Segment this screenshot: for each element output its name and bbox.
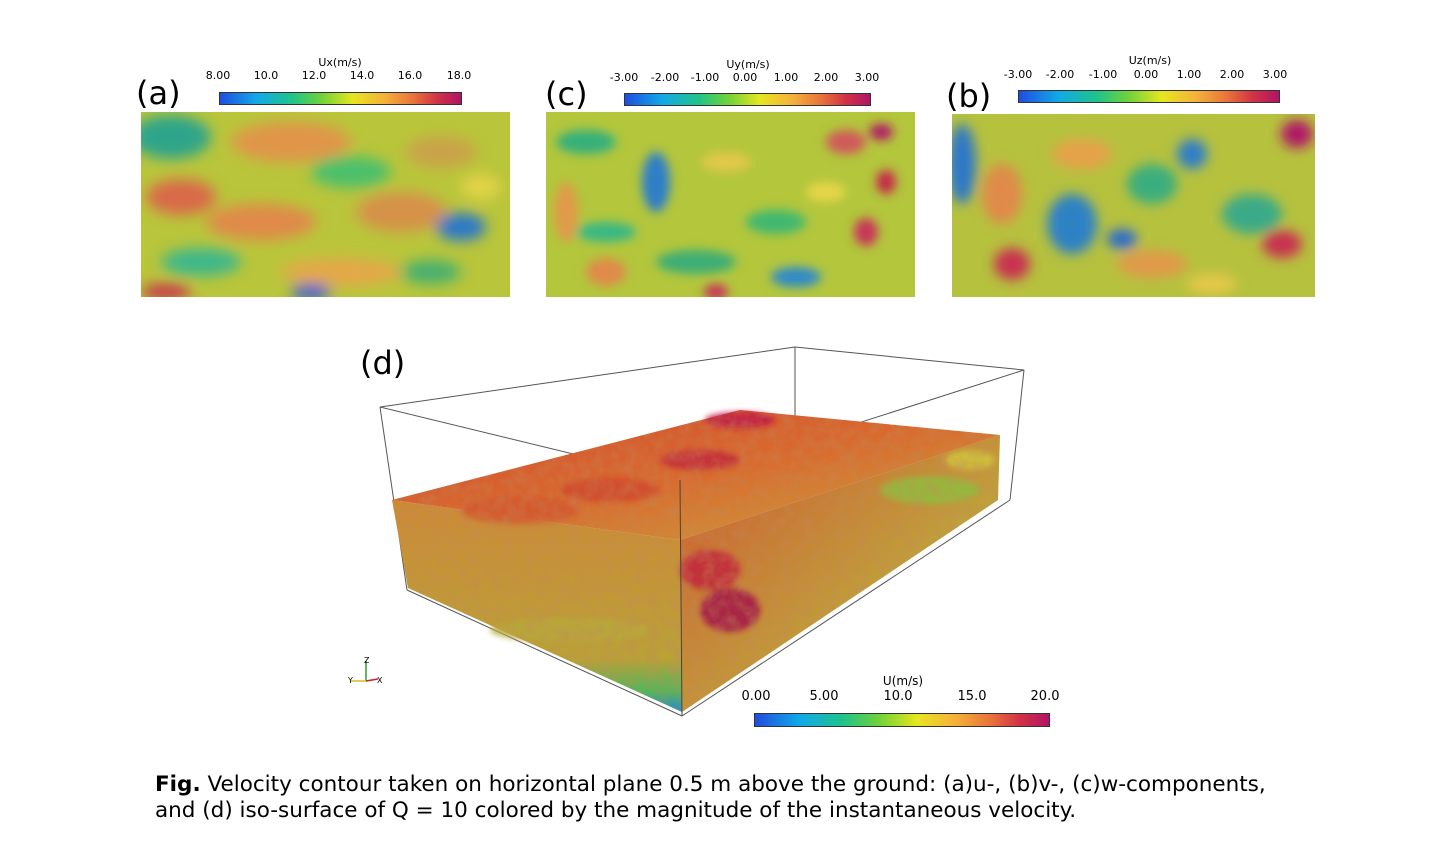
caption-text-1: Velocity contour taken on horizontal pla… <box>200 772 1266 797</box>
colorbar-d-tick: 5.00 <box>809 689 839 704</box>
colorbar-b-title: Uz(m/s) <box>1128 54 1172 67</box>
colorbar-a <box>219 92 462 105</box>
colorbar-c-title: Uy(m/s) <box>726 58 770 71</box>
colorbar-a-tick: 12.0 <box>301 69 327 82</box>
colorbar-a-tick: 8.00 <box>205 69 231 82</box>
colorbar-b-tick: -3.00 <box>1003 68 1033 81</box>
colorbar-b-tick: 1.00 <box>1176 68 1202 81</box>
contour-field-a <box>141 112 510 297</box>
panel-d-label: (d) <box>360 344 406 382</box>
colorbar-c-tick: 3.00 <box>854 71 880 84</box>
colorbar-d-tick: 20.0 <box>1030 689 1060 704</box>
colorbar-a-tick: 18.0 <box>446 69 472 82</box>
axis-x-label: X <box>377 676 383 685</box>
colorbar-b-tick: 2.00 <box>1219 68 1245 81</box>
contour-field-c <box>546 112 915 297</box>
colorbar-b-tick: -1.00 <box>1088 68 1118 81</box>
colorbar-b <box>1018 90 1280 103</box>
colorbar-c-tick: 2.00 <box>813 71 839 84</box>
colorbar-b-tick: -2.00 <box>1045 68 1075 81</box>
colorbar-c-tick: 1.00 <box>773 71 799 84</box>
colorbar-a-tick: 14.0 <box>349 69 375 82</box>
axis-z-label: Z <box>364 656 370 665</box>
colorbar-c <box>624 93 871 106</box>
axes-orientation-triad <box>340 655 390 687</box>
colorbar-c-tick: -3.00 <box>609 71 639 84</box>
colorbar-d-title: U(m/s) <box>882 674 924 688</box>
colorbar-b-tick: 3.00 <box>1262 68 1288 81</box>
colorbar-d-tick: 10.0 <box>883 689 913 704</box>
caption-prefix: Fig. <box>155 772 201 797</box>
panel-c-label: (c) <box>545 75 588 113</box>
colorbar-d-tick: 0.00 <box>741 689 771 704</box>
panel-b-label: (b) <box>946 77 992 115</box>
colorbar-d <box>754 713 1050 727</box>
colorbar-c-tick: 0.00 <box>732 71 758 84</box>
axis-y-label: Y <box>348 676 353 685</box>
colorbar-c-tick: -2.00 <box>650 71 680 84</box>
figure-caption: Fig. Velocity contour taken on horizonta… <box>155 772 1335 824</box>
colorbar-a-tick: 16.0 <box>397 69 423 82</box>
colorbar-c-tick: -1.00 <box>690 71 720 84</box>
panel-a-label: (a) <box>136 74 181 112</box>
caption-line-2: and (d) iso-surface of Q = 10 colored by… <box>155 798 1077 823</box>
colorbar-a-title: Ux(m/s) <box>318 56 362 69</box>
colorbar-a-tick: 10.0 <box>253 69 279 82</box>
contour-field-b <box>952 114 1315 297</box>
colorbar-d-tick: 15.0 <box>957 689 987 704</box>
caption-line-1: Fig. Velocity contour taken on horizonta… <box>155 772 1335 798</box>
isosurface-3d-view <box>370 340 1040 720</box>
colorbar-b-tick: 0.00 <box>1133 68 1159 81</box>
